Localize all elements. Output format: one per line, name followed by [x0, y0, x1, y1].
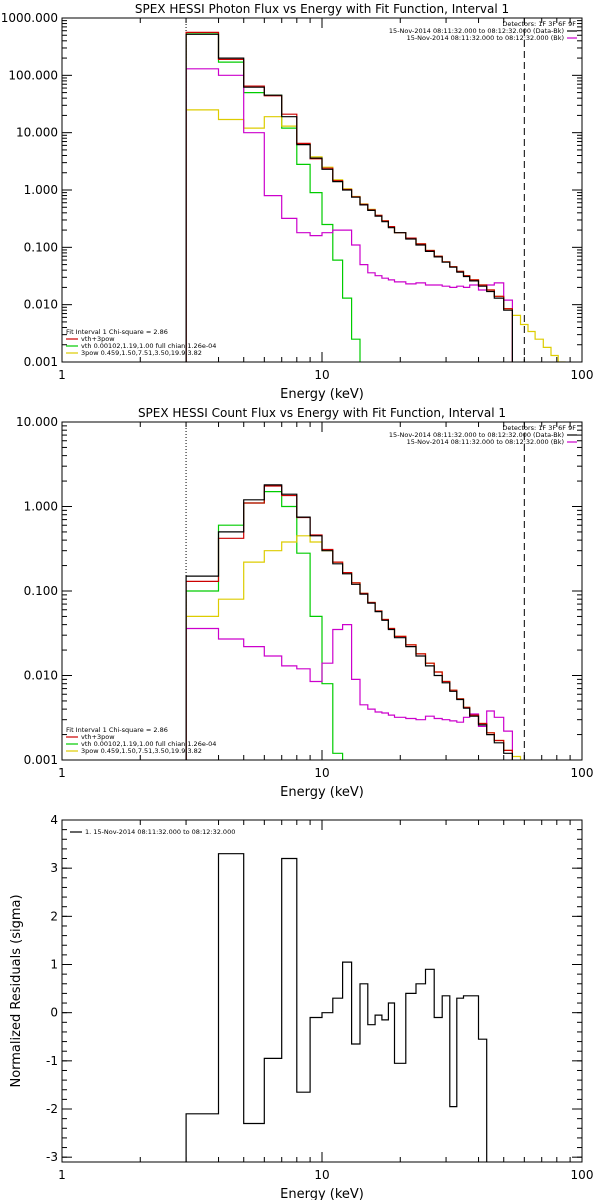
legend-label: 3pow 0.459,1.50,7.51,3.50,19.9,3.82 [81, 747, 202, 755]
y-tick-label: 0.001 [24, 355, 58, 369]
series-line-background-4 [185, 624, 513, 760]
legend-label: Fit Interval 1 Chi-square = 2.86 [66, 726, 168, 734]
y-tick-label: 0.100 [24, 240, 58, 254]
header-text: 15-Nov-2014 08:11:32.000 to 08:12:32.000… [389, 431, 564, 439]
legend-label: vth+3pow [81, 733, 115, 741]
y-tick-label: 0 [50, 1006, 58, 1020]
y-tick-label: 1000.000 [1, 11, 58, 25]
y-tick-label: 0.010 [24, 298, 58, 312]
y-tick-label: 2 [50, 909, 58, 923]
y-tick-label: 4 [50, 813, 58, 827]
legend-label: 1. 15-Nov-2014 08:11:32.000 to 08:12:32.… [85, 828, 235, 836]
series-line-powerlaw-3 [185, 109, 566, 362]
y-tick-label: 0.001 [24, 753, 58, 767]
series-line-data-0 [185, 853, 488, 1162]
x-tick-label: 10 [314, 766, 329, 780]
x-axis-label: Energy (keV) [280, 785, 364, 800]
series-line-total-1 [185, 485, 513, 760]
y-tick-label: 0.010 [24, 669, 58, 683]
header-text: Detectors: 1F 3F 6F 9F [502, 20, 576, 28]
plot-frame [61, 421, 583, 761]
data-area [185, 484, 522, 760]
x-tick-label: 1 [58, 766, 66, 780]
data-area [185, 31, 566, 362]
y-tick-label: 1.000 [24, 500, 58, 514]
y-tick-label: 1.000 [24, 183, 58, 197]
legend-label: vth+3pow [81, 335, 115, 343]
series-line-background-4 [185, 68, 513, 362]
series-line-total-1 [185, 31, 513, 362]
series-line-data-0 [185, 484, 513, 760]
header-text: Detectors: 1F 3F 6F 9F [502, 424, 576, 432]
plot-panel-3: 1 10 100 -3 -2 -1 0 1 2 3 4 Energy (keV) Normalized … [9, 813, 593, 1200]
plot-panel-2: SPEX HESSI Count Flux vs Energy with Fit… [16, 406, 593, 800]
header-text: 15-Nov-2014 08:11:32.000 to 08:12:32.000… [407, 438, 564, 446]
y-tick-label: 10.000 [16, 415, 58, 429]
y-tick-label: 10.000 [16, 126, 58, 140]
series-line-data-0 [185, 33, 513, 362]
x-axis-label: Energy (keV) [280, 387, 364, 402]
header-text: 15-Nov-2014 08:11:32.000 to 08:12:32.000… [389, 27, 564, 35]
y-tick-label: -3 [46, 1150, 58, 1164]
y-tick-label: -1 [46, 1054, 58, 1068]
chart-title: SPEX HESSI Photon Flux vs Energy with Fi… [135, 2, 509, 16]
y-tick-label: 1 [50, 958, 58, 972]
x-tick-label: 10 [314, 368, 329, 382]
y-tick-label: -2 [46, 1102, 58, 1116]
x-tick-label: 100 [571, 1168, 594, 1182]
legend-label: 3pow 0.459,1.50,7.51,3.50,19.9,3.82 [81, 349, 202, 357]
plot-panel-1: SPEX HESSI Photon Flux vs Energy with Fi… [1, 2, 594, 402]
plot-frame [61, 819, 583, 1163]
x-tick-label: 100 [571, 766, 594, 780]
plot-frame [61, 17, 583, 363]
y-tick-label: 100.000 [8, 68, 58, 82]
x-tick-label: 1 [58, 368, 66, 382]
legend-label: vth 0.00102,1.19,1.00 full chian 1.26e-0… [81, 740, 216, 748]
x-axis-label: Energy (keV) [280, 1187, 364, 1200]
header-text: 15-Nov-2014 08:11:32.000 to 08:12:32.000… [407, 34, 564, 42]
y-axis-label: Normalized Residuals (sigma) [9, 894, 24, 1087]
y-tick-label: 3 [50, 861, 58, 875]
legend-label: vth 0.00102,1.19,1.00 full chian 1.26e-0… [81, 342, 216, 350]
x-tick-label: 10 [314, 1168, 329, 1182]
series-line-thermal-2 [185, 491, 344, 760]
x-tick-label: 100 [571, 368, 594, 382]
y-tick-label: 0.100 [24, 584, 58, 598]
data-area [185, 853, 488, 1162]
legend-label: Fit Interval 1 Chi-square = 2.86 [66, 328, 168, 336]
x-tick-label: 1 [58, 1168, 66, 1182]
chart-title: SPEX HESSI Count Flux vs Energy with Fit… [138, 406, 506, 420]
